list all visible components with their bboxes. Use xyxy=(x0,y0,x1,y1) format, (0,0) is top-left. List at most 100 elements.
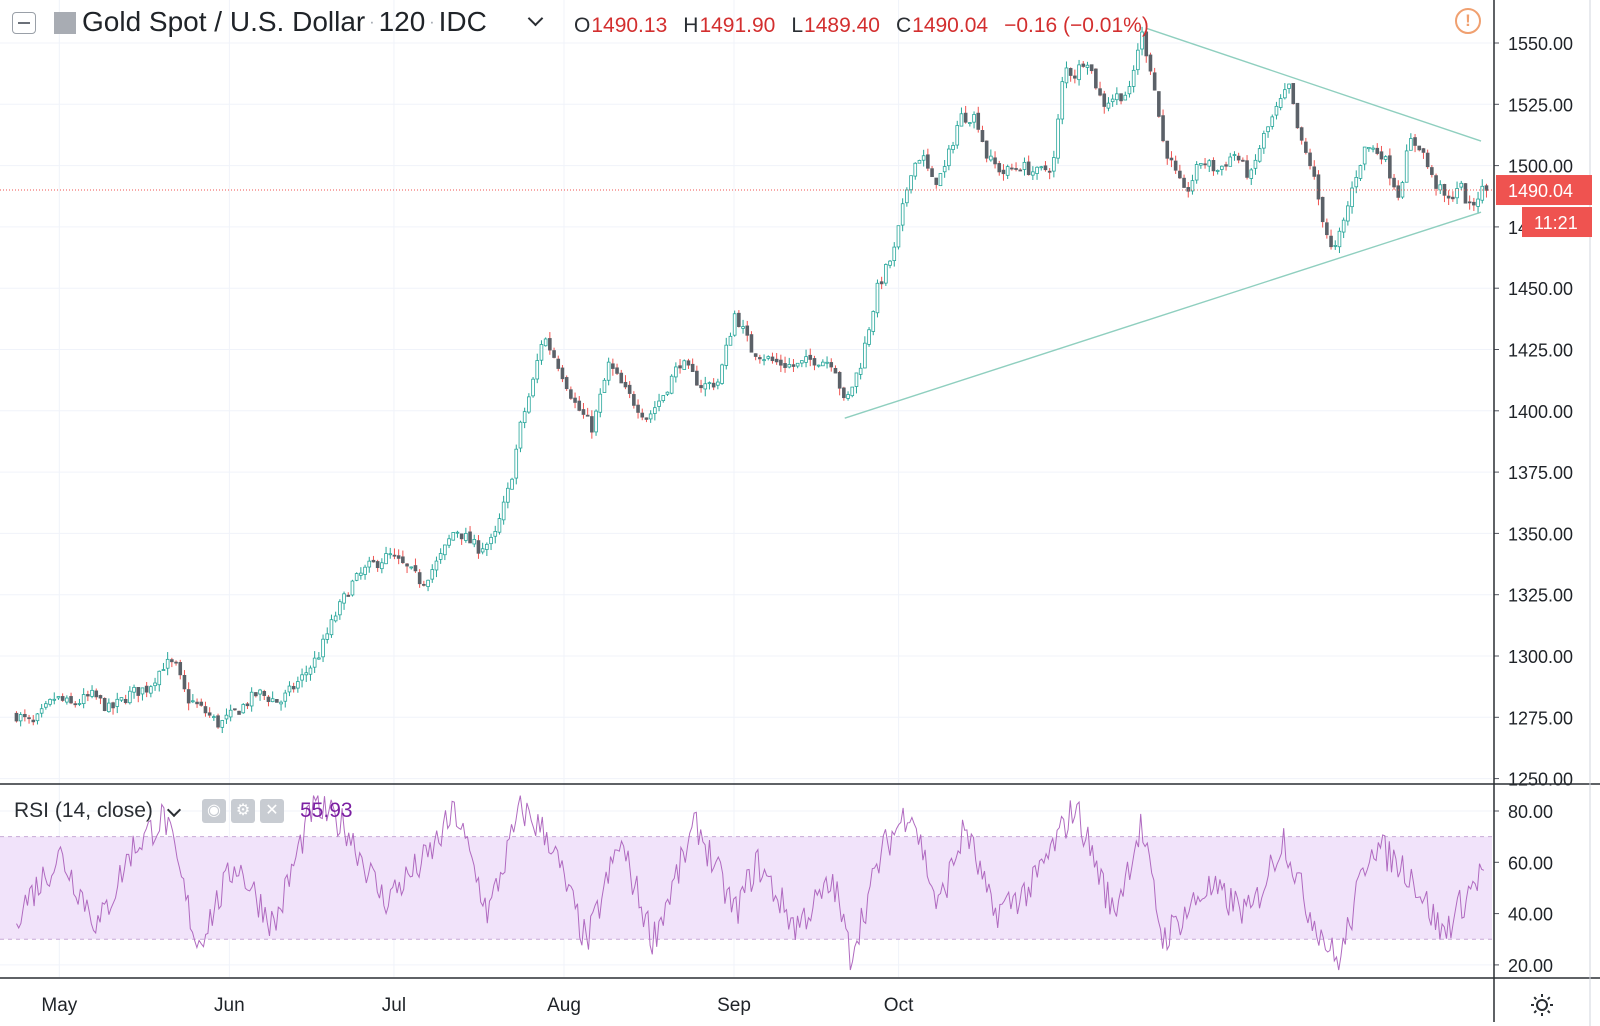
grid-lines xyxy=(0,0,1492,977)
candle xyxy=(518,420,523,453)
candle xyxy=(913,162,918,180)
candle-body xyxy=(989,155,993,161)
close-icon[interactable]: ✕ xyxy=(260,799,284,823)
candle-body xyxy=(1001,169,1006,175)
candle-body xyxy=(543,338,548,347)
candle-body xyxy=(170,659,174,663)
rsi-label[interactable]: RSI (14, close) xyxy=(14,799,153,822)
candle xyxy=(842,386,846,401)
candle-body xyxy=(94,690,99,698)
candle-body xyxy=(951,145,955,150)
candle xyxy=(619,369,624,384)
candle xyxy=(308,665,313,681)
candle-body xyxy=(472,539,477,545)
candle xyxy=(1262,130,1266,154)
candle xyxy=(1157,91,1161,118)
candle-body xyxy=(73,703,78,706)
candle-body xyxy=(1010,167,1014,170)
candle-body xyxy=(199,701,204,706)
candle xyxy=(930,165,934,177)
candle-body xyxy=(1039,166,1044,169)
candle xyxy=(653,401,657,421)
candle-body xyxy=(884,264,888,284)
candle-body xyxy=(963,112,968,123)
candle xyxy=(350,579,355,597)
candle xyxy=(1337,227,1342,254)
y-tick-label: 1325.00 xyxy=(1508,586,1573,606)
gear-icon[interactable]: ⚙ xyxy=(231,799,255,823)
candle xyxy=(753,353,758,361)
warning-icon[interactable]: ! xyxy=(1455,8,1481,34)
candle xyxy=(140,687,145,701)
candle xyxy=(275,699,279,703)
x-tick-label: Jul xyxy=(382,995,406,1016)
open-key: O xyxy=(574,14,591,37)
eye-icon[interactable]: ◉ xyxy=(202,799,226,823)
candle xyxy=(1131,65,1136,93)
candle xyxy=(203,701,208,717)
candle-body xyxy=(1333,245,1338,247)
candle-body xyxy=(157,670,162,686)
candle-body xyxy=(623,381,628,388)
candle-body xyxy=(753,353,758,357)
candle-body xyxy=(287,685,292,693)
candle xyxy=(816,364,821,368)
candle xyxy=(102,697,107,712)
candle xyxy=(493,525,498,544)
close-value: 1490.04 xyxy=(912,14,989,37)
candle xyxy=(375,559,380,572)
candle-body xyxy=(657,400,661,407)
candle-body xyxy=(1392,177,1396,188)
candle xyxy=(1106,97,1111,112)
candle-body xyxy=(1274,105,1279,116)
symbol-title[interactable]: Gold Spot / U.S. Dollar · 120 · IDC xyxy=(82,6,487,37)
chevron-down-icon[interactable] xyxy=(527,10,544,27)
candle-body xyxy=(443,544,447,556)
interval: 120 xyxy=(378,6,426,37)
candle-body xyxy=(1308,152,1312,167)
candle xyxy=(560,365,565,383)
candle xyxy=(1467,195,1472,210)
candle-body xyxy=(438,553,443,560)
candle xyxy=(695,365,699,386)
candle xyxy=(90,685,94,699)
candle xyxy=(1190,174,1195,195)
candle xyxy=(787,357,792,369)
candle-body xyxy=(527,396,531,413)
candle xyxy=(1068,67,1073,82)
candle-body xyxy=(1245,160,1249,178)
candle-body xyxy=(90,689,94,697)
candle-body xyxy=(913,162,918,177)
candle xyxy=(220,719,225,734)
candle xyxy=(1035,166,1039,180)
candle-body xyxy=(1165,140,1170,159)
candle-body xyxy=(921,155,926,161)
candle-body xyxy=(514,448,519,479)
candle-body xyxy=(1207,160,1212,167)
sun-settings-icon[interactable] xyxy=(1530,993,1554,1017)
collapse-icon[interactable] xyxy=(12,12,36,34)
candle-body xyxy=(359,572,363,576)
candle xyxy=(1005,164,1010,180)
candle xyxy=(854,372,859,394)
candle-body xyxy=(522,411,527,424)
candle-body xyxy=(594,410,598,433)
candle-body xyxy=(325,633,330,640)
symbol-name: Gold Spot / U.S. Dollar xyxy=(82,6,366,37)
last-price-tag-label: 1490.04 xyxy=(1508,181,1573,201)
candle xyxy=(896,225,901,250)
candle xyxy=(921,149,926,167)
candle-body xyxy=(606,361,611,381)
candle xyxy=(1253,154,1258,175)
candle xyxy=(934,177,939,189)
candle xyxy=(354,572,359,582)
candle-body xyxy=(1383,156,1388,160)
x-tick-label: May xyxy=(41,995,77,1016)
candle-body xyxy=(569,389,573,399)
candle xyxy=(182,670,187,692)
candle-body xyxy=(535,360,540,380)
last-price-tag xyxy=(1496,175,1592,206)
candle xyxy=(497,513,502,535)
candle xyxy=(342,591,346,610)
